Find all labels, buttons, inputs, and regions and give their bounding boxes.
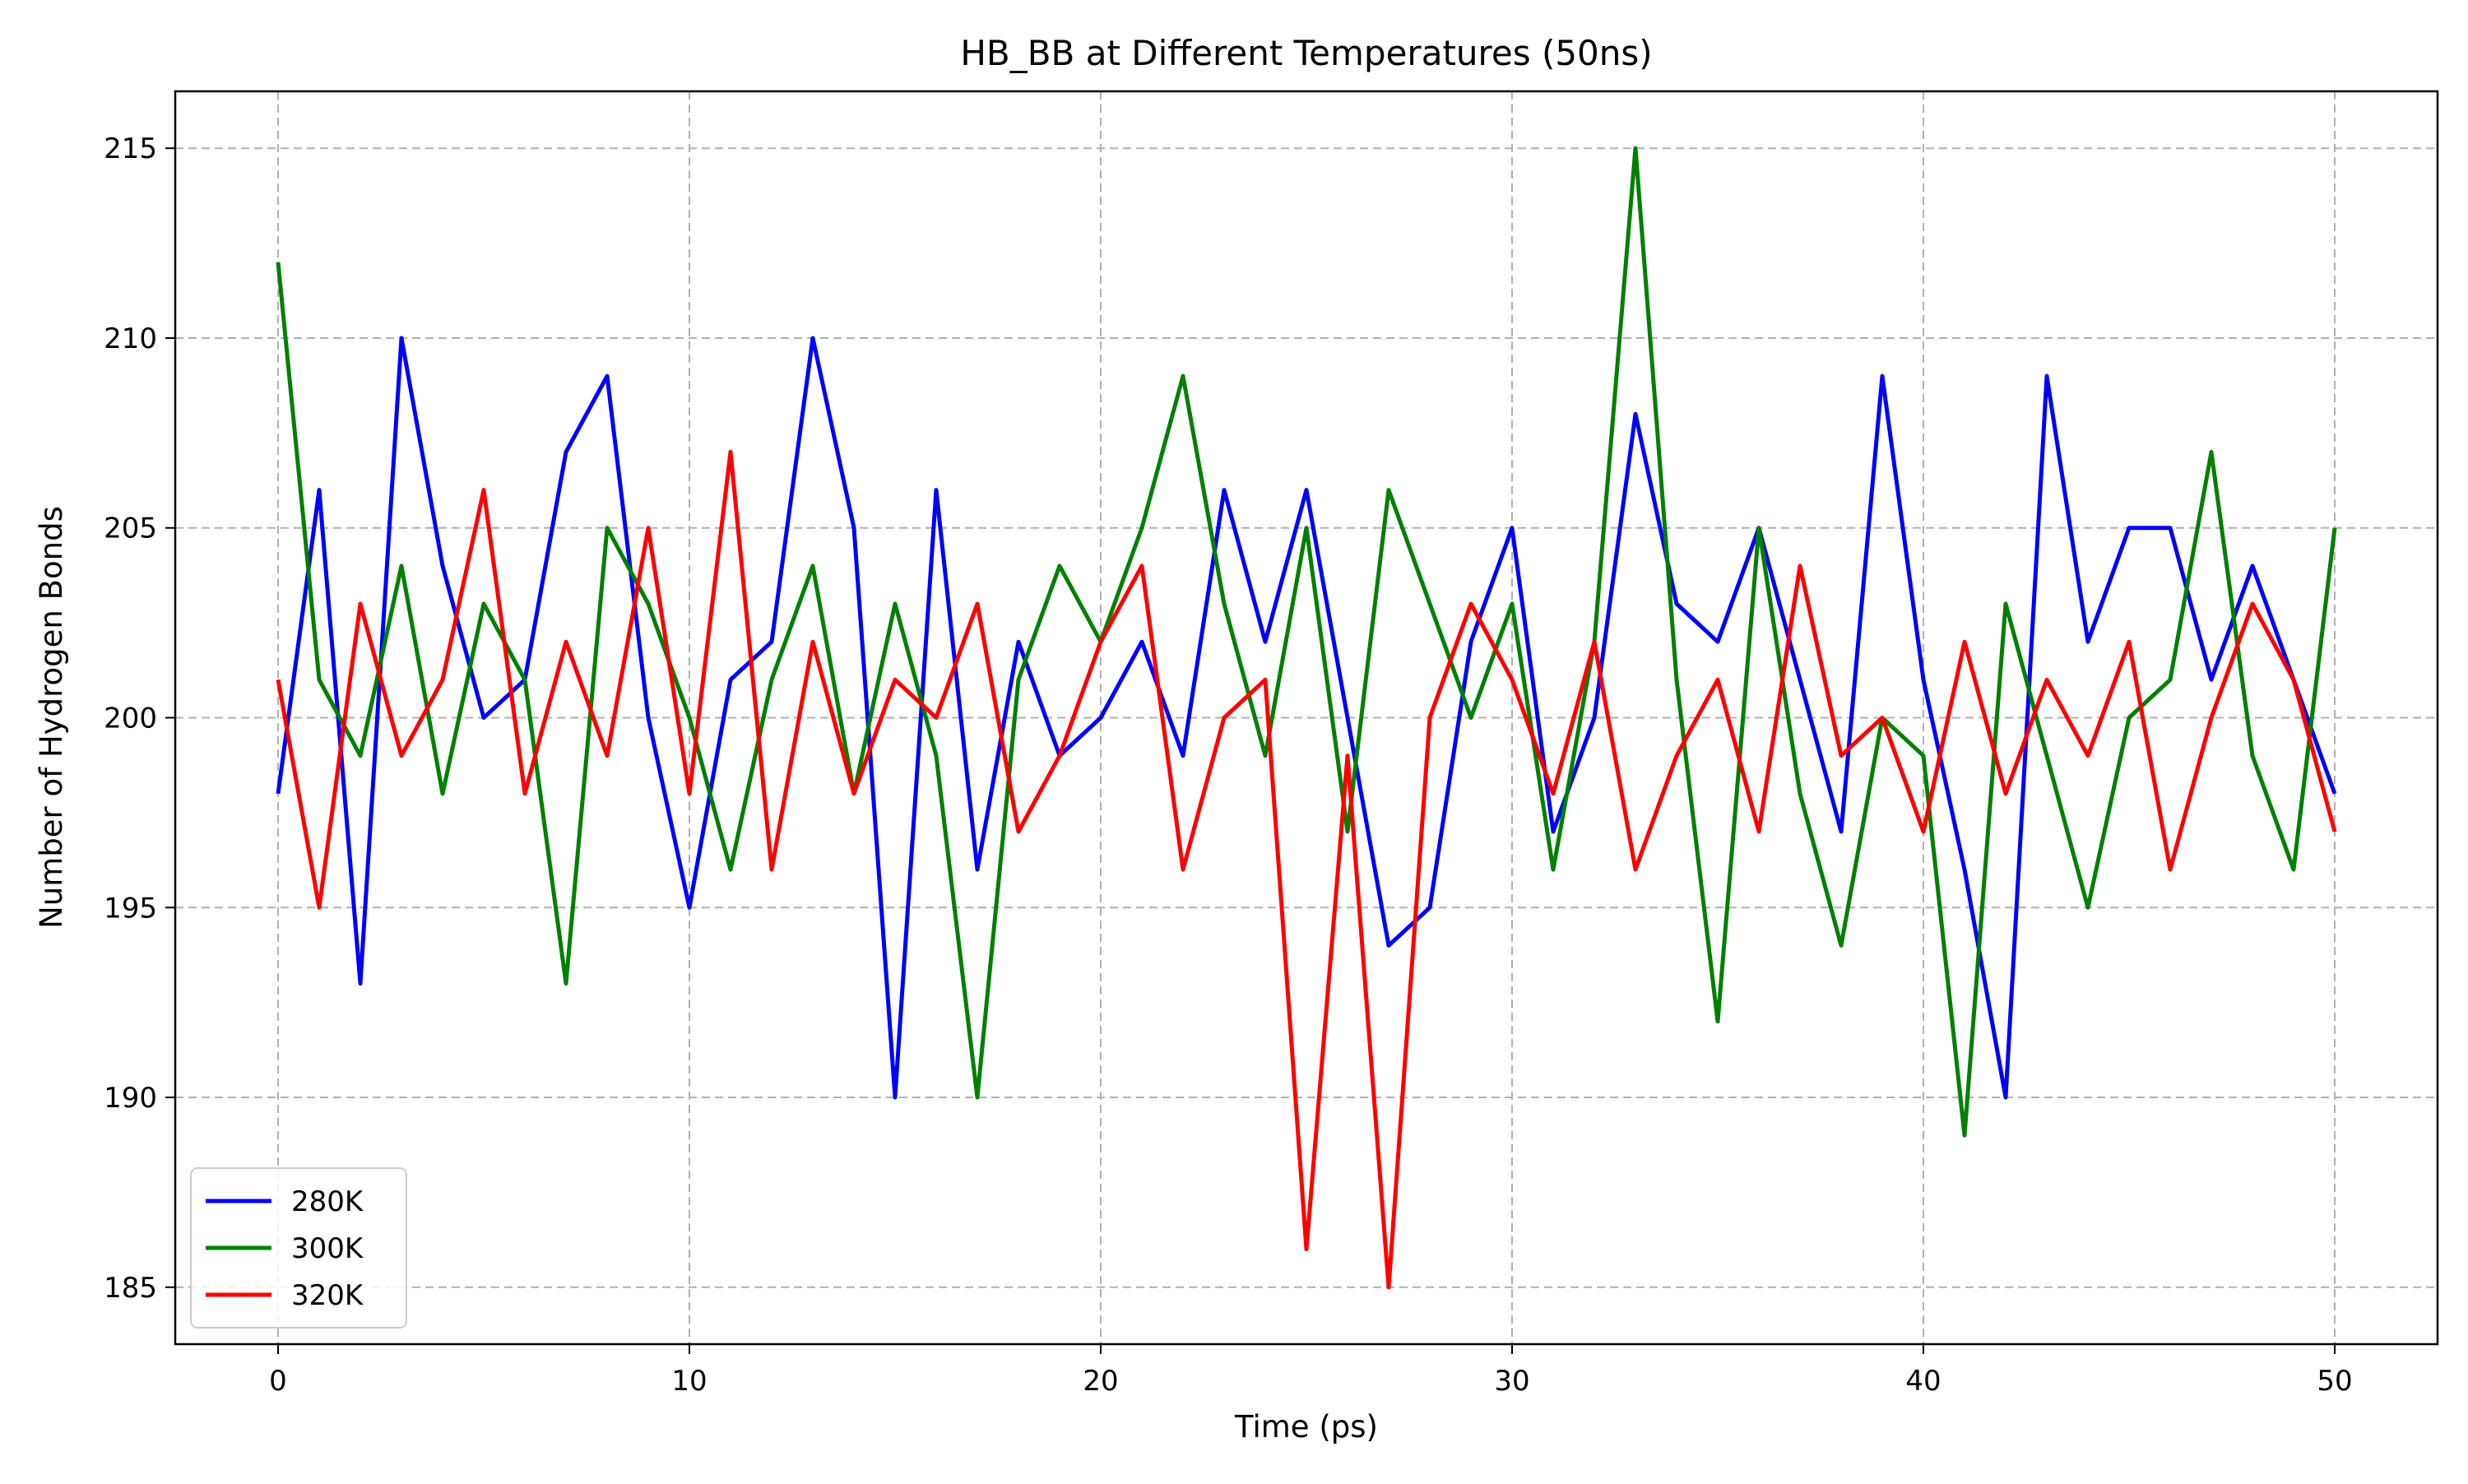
y-tick-label: 190 [104,1082,157,1115]
legend-box [190,1167,407,1329]
y-tick-label: 215 [104,132,157,165]
y-tick-label: 195 [104,892,157,925]
series-line-300K [276,146,2337,1138]
legend: 280K 300K 320K [190,1167,407,1329]
series-line-280K [276,336,2337,1100]
x-tick-label: 0 [269,1365,287,1398]
chart-title: HB_BB at Different Temperatures (50ns) [960,33,1652,73]
y-tick-label: 210 [104,322,157,355]
y-tick-label: 185 [104,1272,157,1305]
y-tick-label: 205 [104,512,157,545]
legend-label: 320K [291,1279,364,1312]
axis-ticks: 0 10 20 30 40 50 185 190 195 200 205 210 215 [104,132,2353,1398]
x-axis-label: Time (ps) [1234,1409,1378,1445]
x-tick-label: 10 [671,1365,707,1398]
y-tick-label: 200 [104,703,157,735]
legend-label: 300K [291,1232,364,1265]
legend-label: 280K [291,1185,364,1218]
x-tick-label: 50 [2317,1365,2352,1398]
series-lines [276,146,2337,1290]
x-tick-label: 20 [1083,1365,1118,1398]
y-axis-label: Number of Hydrogen Bonds [34,506,69,929]
series-line-320K [276,449,2337,1290]
x-tick-label: 30 [1494,1365,1529,1398]
x-tick-label: 40 [1905,1365,1941,1398]
